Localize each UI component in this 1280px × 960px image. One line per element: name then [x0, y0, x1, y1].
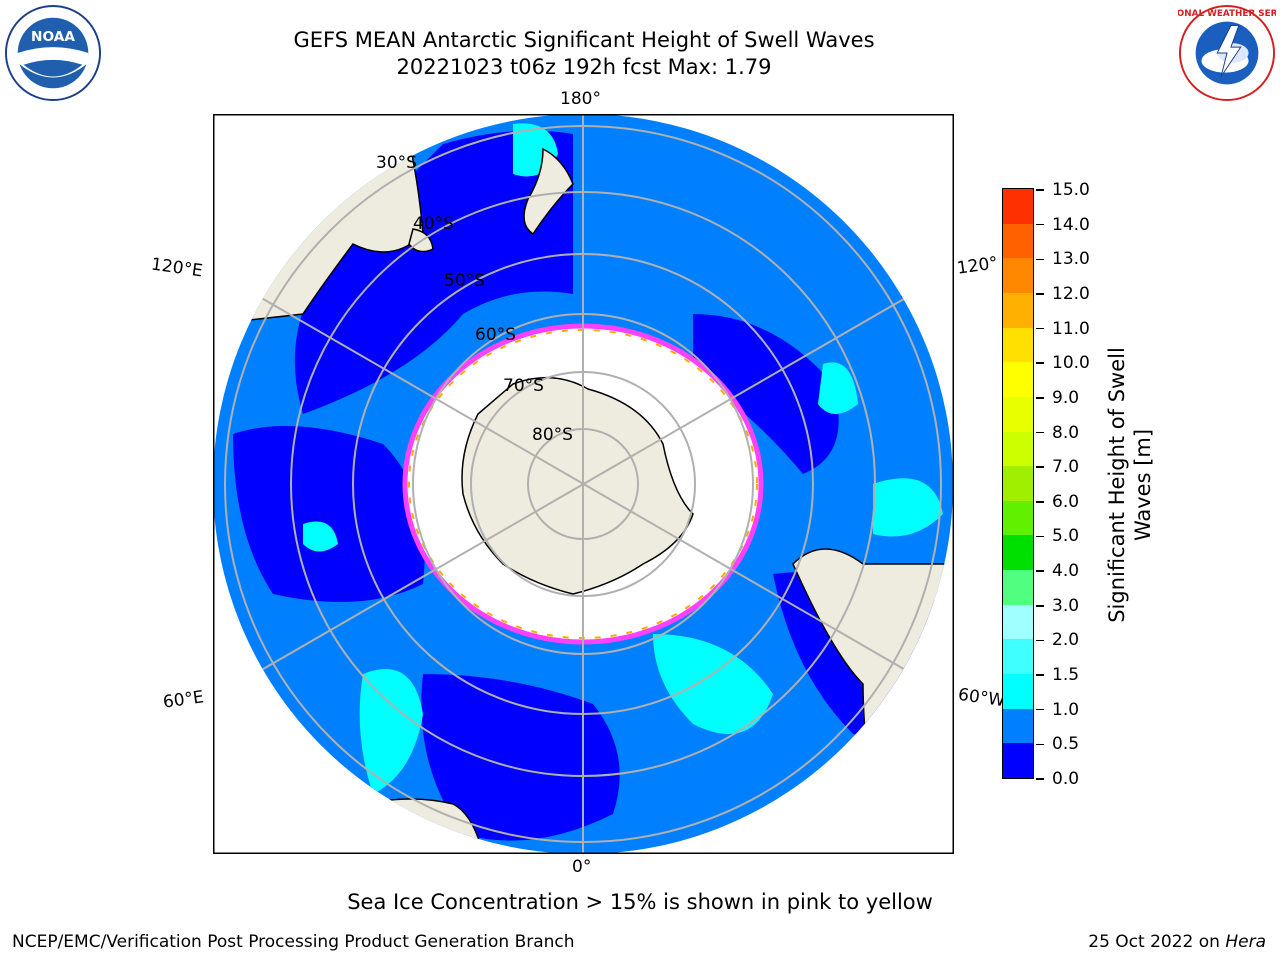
lon-label-60E: 60°E [161, 687, 206, 713]
lat-label-60S: 60°S [475, 325, 516, 345]
noaa-logo: NOAA [4, 4, 102, 102]
footer-date: 25 Oct 2022 on Hera [1088, 932, 1266, 952]
colorbar-tick [1036, 535, 1044, 538]
colorbar-segment [1003, 500, 1033, 536]
chart-subtitle: 20221023 t06z 192h fcst Max: 1.79 [396, 55, 772, 79]
colorbar-segment [1003, 327, 1033, 363]
lon-label-180: 180° [560, 89, 601, 109]
colorbar-tick-label: 11.0 [1052, 318, 1090, 339]
swell-high-region [873, 478, 943, 537]
colorbar-tick [1036, 431, 1044, 434]
colorbar-tick-label: 9.0 [1052, 387, 1080, 408]
colorbar-tick-label: 12.0 [1052, 283, 1090, 304]
colorbar-tick-label: 0.0 [1052, 769, 1080, 789]
noaa-logo-text: NOAA [31, 29, 75, 45]
colorbar-segment [1003, 742, 1033, 778]
nws-logo: NATIONAL WEATHER SERVICE [1178, 4, 1276, 102]
colorbar-tick-label: 7.0 [1052, 457, 1080, 478]
colorbar-tick [1036, 743, 1044, 746]
new-zealand-landmass [523, 147, 574, 236]
colorbar-tick-label: 3.0 [1052, 595, 1080, 616]
colorbar-tick-label: 1.5 [1052, 665, 1080, 686]
colorbar-segment [1003, 223, 1033, 259]
colorbar-segment [1003, 431, 1033, 467]
nws-logo-text: NATIONAL WEATHER SERVICE [1178, 9, 1276, 19]
swell-high-region [303, 521, 338, 552]
colorbar-tick [1036, 639, 1044, 642]
colorbar-segment [1003, 188, 1033, 224]
colorbar-tick-label: 8.0 [1052, 422, 1080, 443]
colorbar-tick [1036, 258, 1044, 261]
colorbar-tick [1036, 708, 1044, 711]
lat-label-30S: 30°S [376, 153, 417, 173]
colorbar-title: Significant Height of Swell Waves [m] [1104, 347, 1156, 623]
colorbar-tick [1036, 327, 1044, 330]
lon-label-60W: 60°W [956, 684, 1007, 712]
colorbar-tick [1036, 223, 1044, 226]
polar-map: 30°S 40°S 50°S 60°S 70°S 80°S [213, 114, 954, 854]
colorbar-tick [1036, 189, 1044, 191]
colorbar-tick [1036, 397, 1044, 399]
colorbar-tick [1036, 466, 1044, 468]
colorbar-segment [1003, 673, 1033, 709]
colorbar-title-line1: Significant Height of Swell [1105, 347, 1129, 623]
colorbar-segment [1003, 396, 1033, 432]
lon-label-0: 0° [572, 857, 592, 877]
swell-low-region [294, 130, 573, 414]
footer-credit: NCEP/EMC/Verification Post Processing Pr… [12, 932, 575, 952]
colorbar-tick-label: 0.5 [1052, 734, 1080, 755]
lat-label-80S: 80°S [532, 425, 573, 445]
colorbar-segment [1003, 257, 1033, 293]
colorbar-tick-label: 1.0 [1052, 699, 1080, 720]
colorbar [1002, 188, 1034, 779]
graticule [213, 114, 953, 854]
colorbar-tick-label: 2.0 [1052, 630, 1080, 651]
swell-high-region [818, 362, 858, 414]
lat-label-50S: 50°S [444, 271, 485, 291]
colorbar-tick-label: 6.0 [1052, 491, 1080, 512]
colorbar-segment [1003, 569, 1033, 605]
colorbar-tick [1036, 778, 1044, 780]
colorbar-tick [1036, 570, 1044, 572]
colorbar-segment [1003, 465, 1033, 501]
chart-title: GEFS MEAN Antarctic Significant Height o… [293, 28, 875, 52]
sea-ice-note: Sea Ice Concentration > 15% is shown in … [347, 890, 933, 914]
swell-low-region [421, 674, 620, 841]
antarctica-landmass [461, 376, 694, 595]
colorbar-tick-label: 14.0 [1052, 214, 1090, 235]
colorbar-tick [1036, 362, 1044, 364]
colorbar-tick [1036, 674, 1044, 676]
colorbar-tick-label: 15.0 [1052, 180, 1090, 200]
swell-high-region [359, 669, 423, 794]
colorbar-segment [1003, 604, 1033, 640]
colorbar-tick-label: 10.0 [1052, 353, 1090, 374]
colorbar-tick [1036, 501, 1044, 503]
colorbar-segment [1003, 361, 1033, 397]
colorbar-segment [1003, 292, 1033, 328]
colorbar-tick-label: 13.0 [1052, 249, 1090, 270]
colorbar-segment [1003, 638, 1033, 675]
colorbar-tick-label: 4.0 [1052, 561, 1080, 582]
lat-label-40S: 40°S [413, 214, 454, 234]
colorbar-tick [1036, 605, 1044, 607]
colorbar-segment [1003, 708, 1033, 744]
colorbar-title-line2: Waves [m] [1131, 428, 1155, 542]
colorbar-tick [1036, 293, 1044, 295]
swell-low-region [233, 426, 425, 602]
lon-label-120W: 120° [955, 253, 1000, 279]
lat-label-70S: 70°S [503, 376, 544, 396]
footer-date-text: 25 Oct 2022 on [1088, 932, 1226, 952]
swell-high-region [653, 634, 773, 734]
colorbar-segment [1003, 534, 1033, 571]
swell-low-region [693, 314, 839, 474]
lon-label-120E: 120°E [149, 254, 204, 282]
footer-machine: Hera [1225, 932, 1266, 952]
colorbar-tick-label: 5.0 [1052, 526, 1080, 547]
